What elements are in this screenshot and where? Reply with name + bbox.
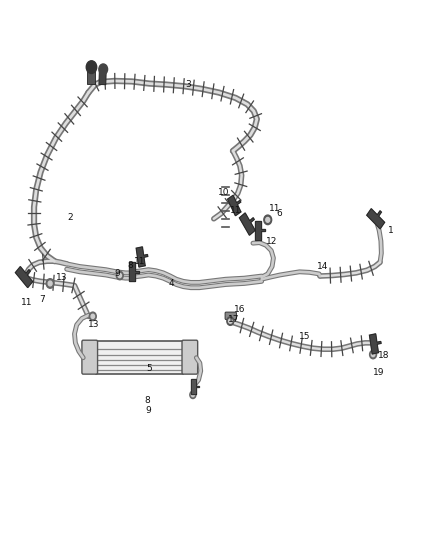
Text: 10: 10 [218, 188, 229, 197]
Text: 13: 13 [56, 272, 67, 281]
Text: 17: 17 [228, 315, 240, 324]
Polygon shape [136, 247, 148, 267]
Text: 11: 11 [269, 204, 280, 213]
Text: 19: 19 [374, 368, 385, 377]
Polygon shape [240, 213, 255, 235]
Text: 8: 8 [127, 261, 133, 270]
Circle shape [190, 391, 196, 399]
Polygon shape [255, 221, 265, 240]
Text: 16: 16 [234, 305, 246, 314]
FancyBboxPatch shape [96, 341, 184, 374]
Polygon shape [191, 379, 199, 394]
Text: 4: 4 [168, 279, 174, 288]
Circle shape [227, 317, 234, 325]
FancyBboxPatch shape [182, 340, 198, 374]
Polygon shape [15, 266, 33, 288]
Polygon shape [99, 69, 106, 85]
Circle shape [46, 279, 54, 288]
FancyBboxPatch shape [82, 340, 98, 374]
Polygon shape [367, 209, 385, 229]
Circle shape [370, 350, 377, 359]
Circle shape [264, 215, 272, 224]
Circle shape [116, 271, 123, 280]
Circle shape [86, 61, 97, 74]
Text: 13: 13 [88, 320, 99, 329]
Circle shape [229, 319, 232, 323]
Polygon shape [228, 196, 241, 216]
Text: 1: 1 [388, 226, 394, 235]
Text: 9: 9 [115, 269, 120, 278]
Text: 14: 14 [317, 262, 328, 271]
FancyBboxPatch shape [225, 312, 237, 319]
Text: 3: 3 [186, 80, 191, 89]
Circle shape [371, 352, 375, 357]
Text: 8: 8 [144, 395, 150, 405]
Text: 9: 9 [145, 406, 151, 415]
Text: 11: 11 [21, 298, 32, 307]
Circle shape [191, 393, 194, 397]
Text: 6: 6 [276, 209, 282, 218]
Circle shape [48, 281, 52, 286]
Text: 15: 15 [300, 332, 311, 341]
Circle shape [99, 64, 108, 75]
Polygon shape [87, 67, 95, 84]
Circle shape [91, 314, 95, 318]
Text: 5: 5 [146, 364, 152, 373]
Circle shape [118, 273, 121, 278]
Text: 12: 12 [266, 237, 278, 246]
Text: 2: 2 [67, 213, 73, 222]
Circle shape [89, 312, 96, 320]
Text: 18: 18 [378, 351, 389, 360]
Circle shape [266, 217, 270, 222]
Text: 11: 11 [134, 257, 145, 265]
Polygon shape [129, 262, 139, 281]
Text: 11: 11 [230, 206, 241, 215]
Polygon shape [370, 334, 381, 354]
Text: 7: 7 [39, 295, 45, 304]
